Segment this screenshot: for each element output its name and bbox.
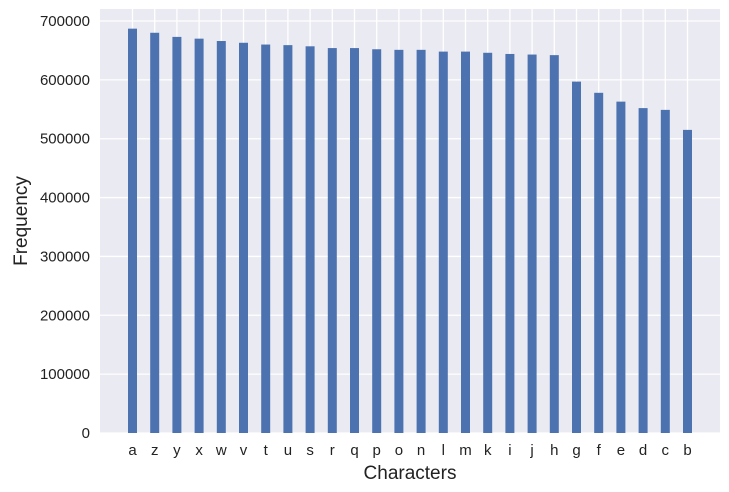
x-tick-label: q bbox=[350, 442, 358, 459]
bar-n bbox=[416, 49, 426, 434]
bar-v bbox=[239, 42, 248, 434]
x-tick-label: s bbox=[306, 442, 314, 459]
bar-f bbox=[594, 92, 604, 433]
x-tick-label: p bbox=[373, 442, 381, 459]
bar-u bbox=[283, 45, 293, 433]
bar-i bbox=[505, 53, 515, 434]
bar-d bbox=[638, 108, 648, 433]
x-tick-label: d bbox=[639, 442, 647, 459]
x-tick-label: h bbox=[550, 442, 558, 459]
bar-e bbox=[616, 101, 626, 434]
y-axis-ticks: 0 100000 200000 300000 400000 500000 600000 700… bbox=[40, 13, 90, 442]
x-tick-label: e bbox=[617, 442, 625, 459]
y-tick-label: 400000 bbox=[40, 190, 90, 207]
bar-y bbox=[172, 36, 182, 434]
bar-j bbox=[527, 54, 537, 433]
x-tick-label: k bbox=[484, 442, 492, 459]
x-tick-label: c bbox=[662, 442, 670, 459]
y-tick-label: 100000 bbox=[40, 366, 90, 383]
bars bbox=[128, 28, 692, 434]
bar-s bbox=[305, 46, 315, 434]
bar-r bbox=[327, 48, 337, 434]
bar-w bbox=[216, 41, 226, 434]
bar-t bbox=[261, 44, 271, 434]
x-tick-label: v bbox=[240, 442, 248, 459]
x-tick-label: u bbox=[284, 442, 292, 459]
x-tick-label: t bbox=[264, 442, 269, 459]
x-tick-label: g bbox=[572, 442, 580, 459]
y-axis-label: Frequency bbox=[11, 176, 32, 266]
y-tick-label: 0 bbox=[82, 425, 90, 442]
bar-x bbox=[194, 38, 204, 434]
bar-l bbox=[438, 51, 448, 433]
bar-q bbox=[350, 48, 359, 434]
bar-a bbox=[128, 28, 137, 433]
y-tick-label: 700000 bbox=[40, 13, 90, 30]
bar-h bbox=[549, 55, 559, 433]
bar-z bbox=[150, 32, 160, 434]
x-tick-label: i bbox=[508, 442, 511, 459]
bar-c bbox=[660, 109, 670, 434]
x-tick-label: b bbox=[683, 442, 691, 459]
x-tick-label: y bbox=[173, 442, 181, 459]
x-tick-label: r bbox=[330, 442, 335, 459]
y-tick-label: 300000 bbox=[40, 248, 90, 265]
x-tick-label: j bbox=[529, 442, 533, 459]
plot-area bbox=[100, 9, 720, 433]
bar-o bbox=[394, 49, 404, 434]
y-tick-label: 200000 bbox=[40, 307, 90, 324]
bar-k bbox=[483, 52, 493, 433]
x-tick-label: m bbox=[459, 442, 472, 459]
y-tick-label: 600000 bbox=[40, 72, 90, 89]
x-tick-label: f bbox=[597, 442, 602, 459]
x-tick-label: o bbox=[395, 442, 403, 459]
x-axis-label: Characters bbox=[364, 463, 457, 484]
x-tick-label: l bbox=[442, 442, 445, 459]
x-tick-label: n bbox=[417, 442, 425, 459]
x-tick-label: w bbox=[215, 442, 227, 459]
bar-m bbox=[461, 51, 470, 433]
bar-g bbox=[572, 81, 581, 433]
y-tick-label: 500000 bbox=[40, 131, 90, 148]
bar-b bbox=[683, 129, 692, 433]
x-tick-label: z bbox=[151, 442, 159, 459]
x-tick-label: a bbox=[128, 442, 137, 459]
bar-p bbox=[372, 49, 382, 433]
x-tick-label: x bbox=[195, 442, 203, 459]
